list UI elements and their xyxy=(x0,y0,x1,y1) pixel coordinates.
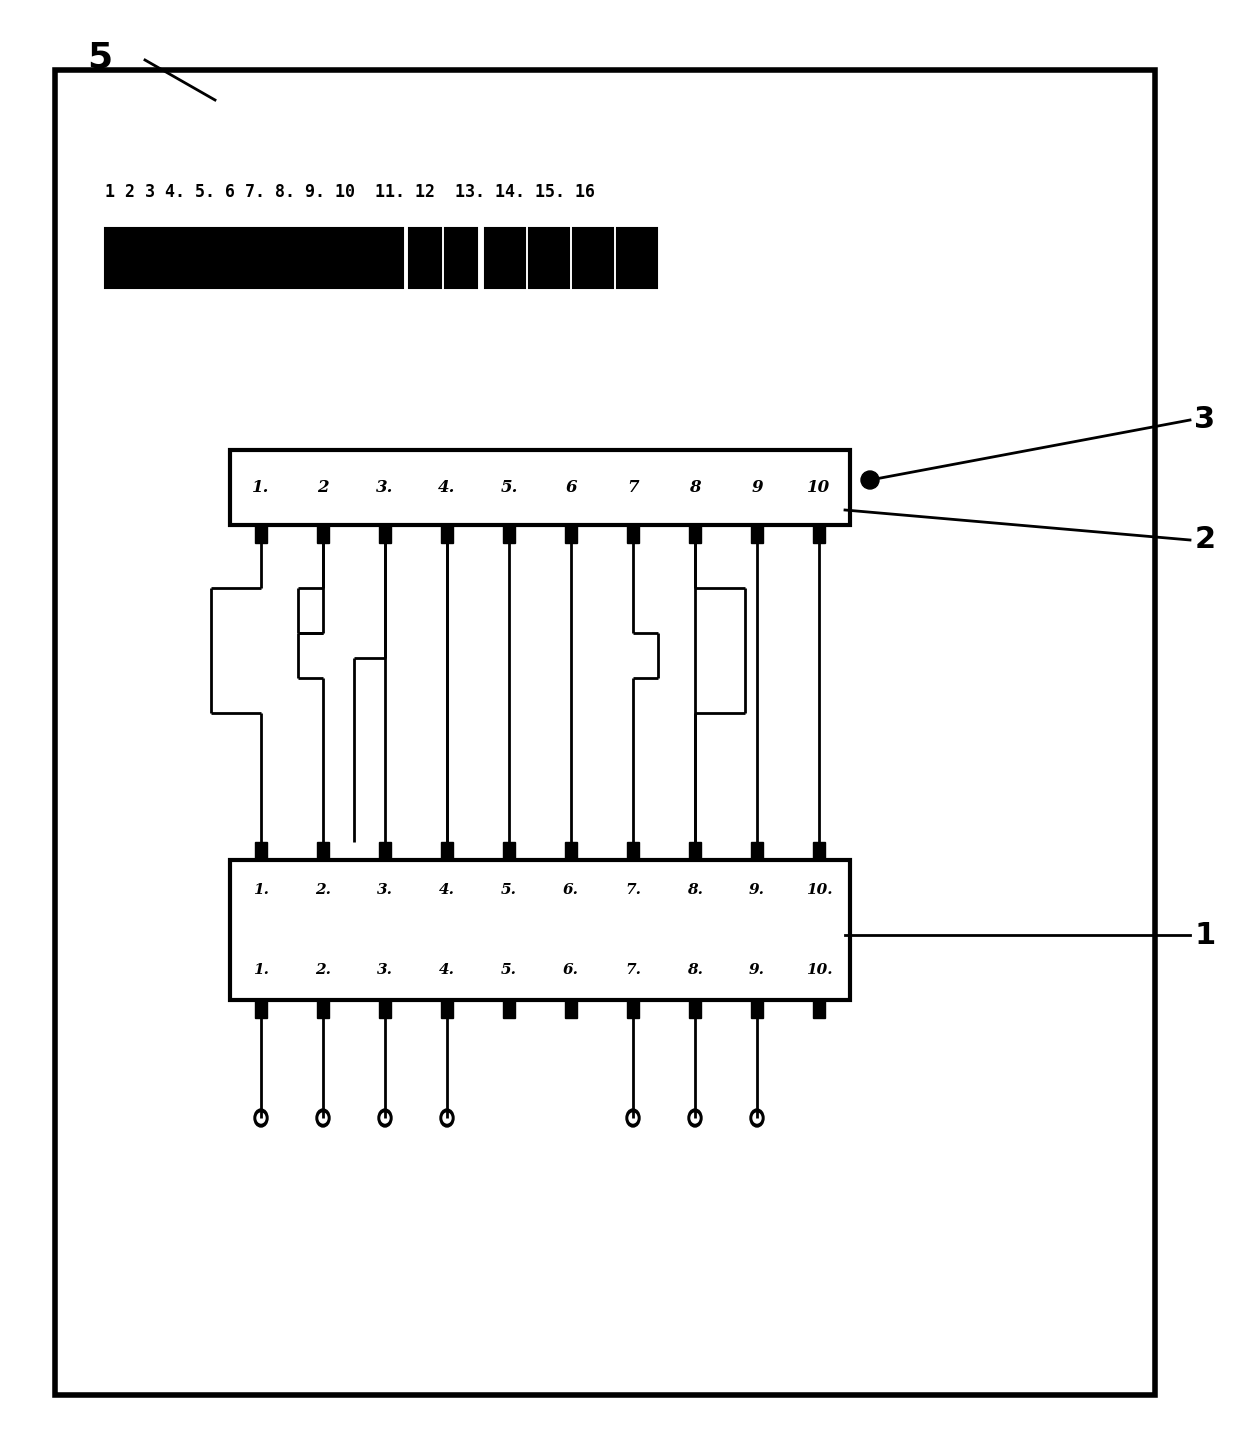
Bar xyxy=(409,227,441,288)
Bar xyxy=(441,1001,453,1018)
Text: 7.: 7. xyxy=(625,883,641,896)
Text: 9: 9 xyxy=(751,479,763,497)
Ellipse shape xyxy=(629,1114,637,1124)
Text: 3.: 3. xyxy=(377,883,393,896)
Text: 5.: 5. xyxy=(500,479,517,497)
Bar xyxy=(379,526,391,543)
Bar xyxy=(135,227,162,288)
Bar xyxy=(751,841,763,860)
Text: 4.: 4. xyxy=(438,479,455,497)
Ellipse shape xyxy=(750,1109,764,1127)
Text: 5: 5 xyxy=(88,41,113,74)
Bar xyxy=(689,1001,701,1018)
Bar xyxy=(813,1001,825,1018)
Ellipse shape xyxy=(753,1114,761,1124)
Bar xyxy=(105,227,133,288)
Text: 7: 7 xyxy=(627,479,639,497)
Bar xyxy=(379,1001,391,1018)
Text: 1.: 1. xyxy=(252,479,269,497)
Ellipse shape xyxy=(381,1114,389,1124)
Bar xyxy=(255,227,283,288)
Text: 8.: 8. xyxy=(687,883,703,896)
Ellipse shape xyxy=(316,1109,330,1127)
Text: 3.: 3. xyxy=(376,479,393,497)
Ellipse shape xyxy=(378,1109,392,1127)
Bar xyxy=(689,841,701,860)
Text: 10.: 10. xyxy=(806,883,832,896)
Bar xyxy=(315,227,343,288)
Circle shape xyxy=(861,471,879,489)
Bar xyxy=(55,70,1154,1394)
Text: 4.: 4. xyxy=(439,963,455,977)
Text: 1.: 1. xyxy=(253,963,269,977)
Text: 1: 1 xyxy=(1194,921,1215,950)
Bar xyxy=(379,841,391,860)
Text: 10: 10 xyxy=(807,479,831,497)
Ellipse shape xyxy=(626,1109,640,1127)
Bar xyxy=(627,526,639,543)
Bar xyxy=(195,227,223,288)
Bar xyxy=(255,1001,267,1018)
Bar xyxy=(165,227,193,288)
Text: 5.: 5. xyxy=(501,883,517,896)
Bar xyxy=(445,227,477,288)
Text: 2: 2 xyxy=(317,479,329,497)
Ellipse shape xyxy=(440,1109,454,1127)
Text: 6.: 6. xyxy=(563,963,579,977)
Text: 9.: 9. xyxy=(749,963,765,977)
Ellipse shape xyxy=(691,1114,699,1124)
Ellipse shape xyxy=(688,1109,702,1127)
Ellipse shape xyxy=(254,1109,268,1127)
Bar xyxy=(345,227,373,288)
Bar xyxy=(529,227,569,288)
Bar xyxy=(813,526,825,543)
Text: 7.: 7. xyxy=(625,963,641,977)
Bar xyxy=(229,450,849,526)
Bar xyxy=(255,526,267,543)
Text: 3.: 3. xyxy=(377,963,393,977)
Bar xyxy=(317,841,329,860)
Text: 3: 3 xyxy=(1194,405,1215,434)
Bar xyxy=(224,227,253,288)
Ellipse shape xyxy=(319,1114,327,1124)
Text: 6.: 6. xyxy=(563,883,579,896)
Bar xyxy=(317,526,329,543)
Bar xyxy=(565,1001,577,1018)
Bar xyxy=(627,1001,639,1018)
Text: 9.: 9. xyxy=(749,883,765,896)
Bar xyxy=(503,1001,515,1018)
Bar xyxy=(813,841,825,860)
Bar xyxy=(503,841,515,860)
Text: 1 2 3 4. 5. 6 7. 8. 9. 10  11. 12  13. 14. 15. 16: 1 2 3 4. 5. 6 7. 8. 9. 10 11. 12 13. 14.… xyxy=(105,182,595,201)
Text: 8: 8 xyxy=(689,479,701,497)
Bar xyxy=(565,526,577,543)
Text: 2.: 2. xyxy=(315,963,331,977)
Ellipse shape xyxy=(443,1114,451,1124)
Bar xyxy=(485,227,525,288)
Bar xyxy=(441,526,453,543)
Bar xyxy=(627,841,639,860)
Bar xyxy=(689,526,701,543)
Bar xyxy=(374,227,403,288)
Bar xyxy=(503,526,515,543)
Bar xyxy=(255,841,267,860)
Bar xyxy=(565,841,577,860)
Bar xyxy=(751,526,763,543)
Bar xyxy=(285,227,312,288)
Bar xyxy=(751,1001,763,1018)
Ellipse shape xyxy=(257,1114,265,1124)
Text: 2: 2 xyxy=(1194,526,1215,555)
Text: 6: 6 xyxy=(565,479,577,497)
Bar xyxy=(441,841,453,860)
Text: 1.: 1. xyxy=(253,883,269,896)
Bar xyxy=(317,1001,329,1018)
Bar xyxy=(229,860,849,1001)
Bar xyxy=(573,227,613,288)
Text: 5.: 5. xyxy=(501,963,517,977)
Text: 10.: 10. xyxy=(806,963,832,977)
Bar xyxy=(618,227,657,288)
Text: 4.: 4. xyxy=(439,883,455,896)
Text: 8.: 8. xyxy=(687,963,703,977)
Text: 2.: 2. xyxy=(315,883,331,896)
